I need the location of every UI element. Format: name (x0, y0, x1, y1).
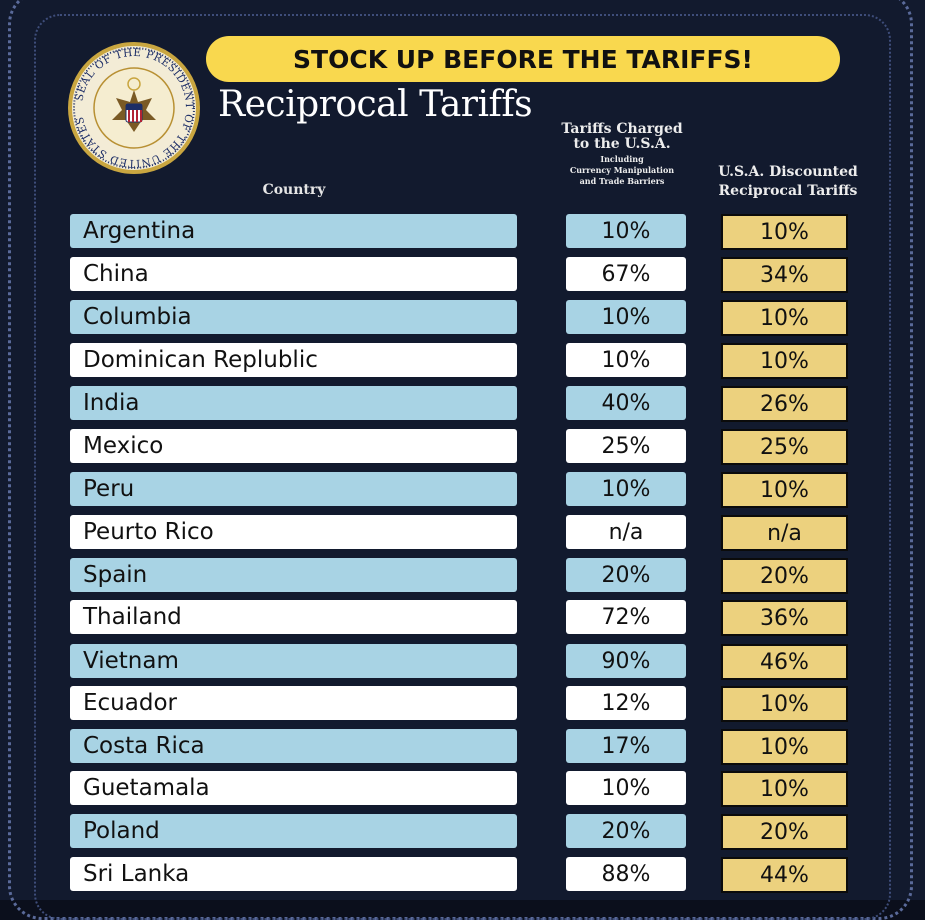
discounted-cell: 10% (721, 729, 848, 765)
table-row: Vietnam 90% 46% (0, 644, 925, 680)
charged-cell: 25% (566, 429, 686, 463)
header-charged-line1: Tariffs Charged (561, 121, 683, 137)
header-tariffs-charged: Tariffs Charged to the U.S.A. Including … (552, 121, 692, 186)
charged-cell: 20% (566, 558, 686, 592)
charged-cell: 40% (566, 386, 686, 420)
charged-cell: 17% (566, 729, 686, 763)
country-cell: Sri Lanka (70, 857, 517, 891)
country-cell: Spain (70, 558, 517, 592)
country-cell: Mexico (70, 429, 517, 463)
charged-cell: 90% (566, 644, 686, 678)
discounted-cell: 34% (721, 257, 848, 293)
charged-cell: 10% (566, 214, 686, 248)
discounted-cell: 10% (721, 686, 848, 722)
charged-cell: 20% (566, 814, 686, 848)
table-row: Columbia 10% 10% (0, 300, 925, 336)
country-cell: Columbia (70, 300, 517, 334)
country-cell: Peurto Rico (70, 515, 517, 549)
banner: STOCK UP BEFORE THE TARIFFS! (206, 36, 840, 82)
charged-cell: 12% (566, 686, 686, 720)
table-row: Ecuador 12% 10% (0, 686, 925, 722)
discounted-cell: 44% (721, 857, 848, 893)
discounted-cell: 20% (721, 814, 848, 850)
header-charged-line2: to the U.S.A. (573, 136, 671, 153)
presidential-seal-icon: SEAL OF THE PRESIDENT OF THE UNITED STAT… (68, 42, 200, 174)
discounted-cell: 26% (721, 386, 848, 422)
country-cell: Guetamala (70, 771, 517, 805)
discounted-cell: 10% (721, 472, 848, 508)
discounted-cell: 36% (721, 600, 848, 636)
discounted-cell: 20% (721, 558, 848, 594)
discounted-cell: 10% (721, 214, 848, 250)
charged-cell: 67% (566, 257, 686, 291)
charged-cell: 72% (566, 600, 686, 634)
discounted-cell: 10% (721, 300, 848, 336)
table-row: Guetamala 10% 10% (0, 771, 925, 807)
country-cell: China (70, 257, 517, 291)
table-row: Peru 10% 10% (0, 472, 925, 508)
charged-cell: 10% (566, 343, 686, 377)
table-row: China 67% 34% (0, 257, 925, 293)
header-discount-line2: Reciprocal Tariffs (718, 182, 858, 199)
table-row: Dominican Replublic 10% 10% (0, 343, 925, 379)
country-cell: India (70, 386, 517, 420)
table-row: Mexico 25% 25% (0, 429, 925, 465)
header-country: Country (262, 182, 326, 198)
table-row: Spain 20% 20% (0, 558, 925, 594)
country-cell: Ecuador (70, 686, 517, 720)
table-row: Thailand 72% 36% (0, 600, 925, 636)
discounted-cell: 10% (721, 771, 848, 807)
header-charged-sub1: Including (600, 153, 644, 164)
table-row: Poland 20% 20% (0, 814, 925, 850)
charged-cell: n/a (566, 515, 686, 549)
charged-cell: 10% (566, 771, 686, 805)
table-row: Costa Rica 17% 10% (0, 729, 925, 765)
charged-cell: 88% (566, 857, 686, 891)
table-row: Argentina 10% 10% (0, 214, 925, 250)
country-cell: Thailand (70, 600, 517, 634)
country-cell: Poland (70, 814, 517, 848)
header-charged-sub3: and Trade Barriers (579, 175, 665, 186)
charged-cell: 10% (566, 472, 686, 506)
table-row: India 40% 26% (0, 386, 925, 422)
table-row: Peurto Rico n/a n/a (0, 515, 925, 551)
header-discounted-tariffs: U.S.A. Discounted Reciprocal Tariffs (708, 163, 868, 201)
country-cell: Costa Rica (70, 729, 517, 763)
country-cell: Vietnam (70, 644, 517, 678)
country-cell: Peru (70, 472, 517, 506)
discounted-cell: n/a (721, 515, 848, 551)
discounted-cell: 10% (721, 343, 848, 379)
page-title: Reciprocal Tariffs (218, 84, 533, 125)
discounted-cell: 25% (721, 429, 848, 465)
discounted-cell: 46% (721, 644, 848, 680)
table-row: Sri Lanka 88% 44% (0, 857, 925, 893)
charged-cell: 10% (566, 300, 686, 334)
header-discount-line1: U.S.A. Discounted (718, 164, 858, 180)
country-cell: Dominican Replublic (70, 343, 517, 377)
country-cell: Argentina (70, 214, 517, 248)
header-charged-sub2: Currency Manipulation (569, 164, 675, 175)
